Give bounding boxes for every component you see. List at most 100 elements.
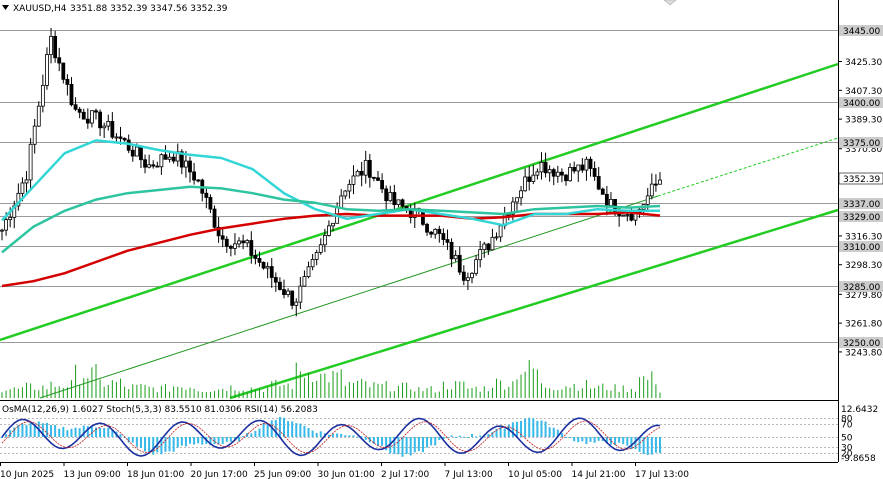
osma-bar [499,426,502,437]
candle-body [278,281,282,290]
candle-body [576,164,581,172]
osma-bar [597,437,600,441]
channel-upper-line [0,62,839,342]
candle-body [179,151,184,168]
candle-body [470,272,474,279]
candle-body [654,183,658,186]
osma-bar [503,428,506,437]
osma-bar [430,437,433,446]
candle-body [519,190,523,199]
indicator-level-label: 70 [841,421,853,431]
osma-bar [287,421,290,437]
osma-bar [413,437,416,453]
osma-bar [172,437,175,452]
candle-body [45,54,49,86]
indicator-scale-bottom: -9.8658 [841,454,876,464]
osma-bar [299,423,302,437]
osma-bar [581,437,584,442]
price-axis[interactable]: 3425.30 3407.30 3389.30 3370.80 3316.30 3298.… [838,58,882,358]
osma-bar [385,437,388,451]
candle-body [8,216,13,221]
candle-body [106,121,111,127]
candle-body [322,235,327,246]
moving-averages [1,139,661,288]
price-tick-label: 3316.30 [845,232,882,242]
candle-body [196,179,201,182]
osma-bar [548,427,551,437]
candle-body [347,183,352,192]
candle-body [98,111,102,129]
osma-bar [221,437,224,445]
candle-body [314,252,319,260]
osma-bar [95,427,97,437]
candle-body [486,243,491,251]
candle-body [461,271,466,281]
osma-bar [532,418,535,437]
osma-bar [654,437,657,453]
osma-bar [524,418,527,437]
time-tick-label: 30 Jun 01:00 [318,470,375,479]
trade-panel-arrow-icon[interactable] [663,0,677,6]
candle-body [560,171,564,176]
time-axis[interactable]: 10 Jun 2025 13 Jun 09:00 18 Jun 01:00 20 Ju… [0,462,689,479]
candle-body [564,174,568,182]
price-tick-label: 3389.30 [845,116,882,126]
candle-body [441,233,446,240]
candle-body [531,174,536,182]
osma-bar [103,428,106,437]
main-plot-area[interactable] [0,27,839,400]
indicator-scale-top: 12.6432 [841,405,878,415]
osma-bar [66,430,69,437]
candle-body [568,167,572,182]
osma-bar [283,417,285,437]
ohlc-values: 3351.88 3352.39 3347.56 3352.39 [70,4,228,14]
candle-body [110,121,115,138]
osma-bar [127,437,130,443]
indicator-window[interactable]: OsMA(12,26,9) 1.6027 Stoch(5,3,3) 83.551… [0,400,878,465]
collapse-triangle-icon[interactable] [2,5,9,10]
candle-body [4,219,8,231]
osma-bar [41,423,44,437]
candle-body [40,84,45,107]
time-tick-label: 20 Jun 17:00 [191,470,248,479]
osma-bar [471,434,473,437]
osma-histogram [1,416,661,457]
candle-body [539,161,544,173]
osma-bar [262,422,265,437]
time-tick-label: 14 Jul 21:00 [572,470,626,479]
indicator-level-label: 80 [841,415,853,425]
candle-body [85,118,90,124]
price-tick-label: 3407.30 [845,87,882,97]
candle-body [478,249,483,261]
osma-bar [336,433,339,437]
price-tick-label: 3261.80 [845,320,882,330]
osma-bar [86,426,89,437]
price-tag-label: 3445.00 [843,27,880,37]
osma-bar [217,437,220,445]
price-tag-box [839,281,883,292]
candle-body [351,175,356,185]
candle-body [310,258,315,268]
osma-bar [201,437,204,445]
osma-bar [487,434,490,437]
osma-bar [565,437,567,438]
osma-bar [536,420,539,437]
osma-bar [605,437,608,443]
candle-body [24,179,29,184]
osma-bar [475,436,478,438]
trend-channel[interactable] [0,62,839,400]
osma-bar [638,437,641,452]
candle-body [155,165,160,168]
candle-body [572,167,577,172]
osma-bar [442,437,445,439]
osma-bar [589,437,592,442]
chart-header: XAUUSD,H4 3351.88 3352.39 3347.56 3352.3… [2,4,228,14]
osma-bar [462,436,465,438]
stochastic-lines [1,417,661,457]
osma-bar [450,435,453,437]
candle-body [265,266,270,269]
candle-body [555,171,560,177]
candle-body [36,105,41,127]
